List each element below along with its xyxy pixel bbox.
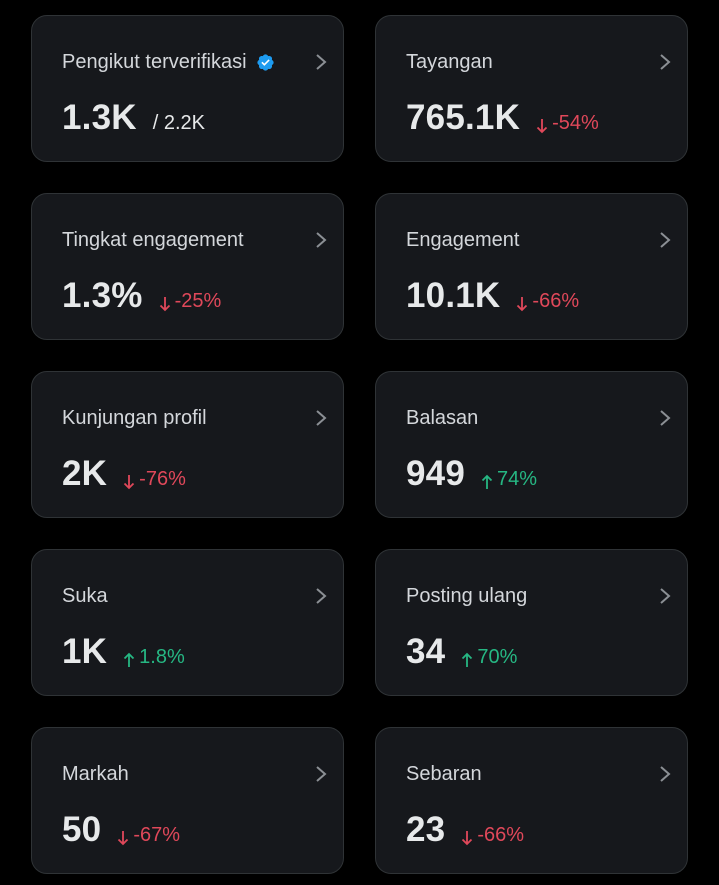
metric-label: Pengikut terverifikasi: [62, 51, 247, 73]
metric-total: / 2.2K: [152, 112, 205, 134]
metric-value: 50: [62, 810, 102, 849]
chevron-right-icon[interactable]: [657, 764, 673, 784]
arrow-up-icon: [124, 652, 135, 667]
metrics-grid: Pengikut terverifikasi 1.3K / 2.2K Tayan…: [31, 15, 688, 874]
chevron-right-icon[interactable]: [657, 230, 673, 250]
chevron-right-icon[interactable]: [313, 230, 329, 250]
metric-value: 23: [406, 810, 446, 849]
metric-change-value: -66%: [477, 824, 525, 846]
metric-card-engagement-rate[interactable]: Tingkat engagement 1.3% -25%: [31, 193, 344, 340]
metric-value-row: 1.3K / 2.2K: [62, 98, 205, 138]
metric-value: 765.1K: [406, 98, 521, 137]
metric-label: Posting ulang: [406, 585, 528, 607]
chevron-right-icon[interactable]: [657, 52, 673, 72]
metric-value-row: 10.1K -66%: [406, 276, 579, 316]
metric-change: -67%: [117, 824, 180, 847]
metric-label-row: Balasan: [406, 406, 478, 430]
metric-value: 1.3K: [62, 98, 137, 137]
metric-change: -66%: [516, 290, 579, 313]
arrow-down-icon: [536, 118, 548, 133]
metric-value-row: 765.1K -54%: [406, 98, 599, 138]
arrow-up-icon: [481, 474, 493, 489]
metric-label-row: Sebaran: [406, 762, 482, 786]
metric-label-row: Pengikut terverifikasi: [62, 50, 275, 74]
arrow-down-icon: [462, 830, 473, 845]
metric-label-row: Markah: [62, 762, 129, 786]
metric-label: Markah: [62, 763, 129, 785]
metric-change-value: -66%: [532, 290, 580, 312]
metric-label: Kunjungan profil: [62, 407, 207, 429]
arrow-down-icon: [159, 296, 170, 311]
metric-change-value: -76%: [139, 468, 186, 490]
chevron-right-icon[interactable]: [657, 408, 673, 428]
metric-label: Tayangan: [406, 51, 493, 73]
metric-value-row: 949 74%: [406, 454, 537, 494]
metric-label-row: Suka: [62, 584, 108, 608]
metric-change-value: -67%: [133, 824, 181, 846]
metric-label-row: Kunjungan profil: [62, 406, 207, 430]
metric-change-value: -54%: [552, 112, 599, 134]
metric-label: Balasan: [406, 407, 479, 429]
metric-card-replies[interactable]: Balasan 949 74%: [375, 371, 688, 518]
metric-value-row: 50 -67%: [62, 810, 180, 850]
chevron-right-icon[interactable]: [313, 764, 329, 784]
metric-change: 70%: [461, 646, 517, 669]
metric-value: 2K: [62, 454, 108, 493]
metric-change: -25%: [159, 290, 222, 313]
chevron-right-icon[interactable]: [313, 586, 329, 606]
metric-label: Sebaran: [406, 763, 482, 785]
metric-card-profile-visits[interactable]: Kunjungan profil 2K -76%: [31, 371, 344, 518]
metric-value: 1.3%: [62, 276, 143, 315]
metric-card-bookmarks[interactable]: Markah 50 -67%: [31, 727, 344, 874]
metric-value: 10.1K: [406, 276, 501, 315]
arrow-down-icon: [124, 474, 135, 489]
metric-card-engagement[interactable]: Engagement 10.1K -66%: [375, 193, 688, 340]
metric-label: Tingkat engagement: [62, 229, 244, 251]
verified-badge-icon: [256, 53, 274, 71]
metric-value-row: 1.3% -25%: [62, 276, 221, 316]
metric-change-value: 1.8%: [139, 646, 185, 668]
chevron-right-icon[interactable]: [657, 586, 673, 606]
metric-label-row: Engagement: [406, 228, 519, 252]
metric-card-likes[interactable]: Suka 1K 1.8%: [31, 549, 344, 696]
metric-change-value: 74%: [497, 468, 538, 490]
metric-value: 1K: [62, 632, 108, 671]
arrow-down-icon: [118, 830, 129, 845]
metric-card-reposts[interactable]: Posting ulang 34 70%: [375, 549, 688, 696]
metric-change: -66%: [461, 824, 524, 847]
metric-change-value: 70%: [477, 646, 518, 668]
metric-value-row: 34 70%: [406, 632, 517, 672]
metric-value-row: 23 -66%: [406, 810, 524, 850]
metric-change: -76%: [123, 468, 186, 491]
chevron-right-icon[interactable]: [313, 52, 329, 72]
metric-value: 34: [406, 632, 446, 671]
metric-change: -54%: [536, 112, 599, 135]
metric-label-row: Tingkat engagement: [62, 228, 244, 252]
metric-change: 74%: [481, 468, 537, 491]
arrow-up-icon: [462, 652, 473, 667]
metric-card-views[interactable]: Tayangan 765.1K -54%: [375, 15, 688, 162]
metric-card-shares[interactable]: Sebaran 23 -66%: [375, 727, 688, 874]
metric-change-value: -25%: [174, 290, 222, 312]
metric-value-row: 1K 1.8%: [62, 632, 185, 672]
metric-value: 949: [406, 454, 465, 493]
arrow-down-icon: [517, 296, 528, 311]
metric-value-row: 2K -76%: [62, 454, 186, 494]
metric-label-row: Posting ulang: [406, 584, 527, 608]
metric-label: Suka: [62, 585, 108, 607]
chevron-right-icon[interactable]: [313, 408, 329, 428]
metric-card-verified-followers[interactable]: Pengikut terverifikasi 1.3K / 2.2K: [31, 15, 344, 162]
metric-change: 1.8%: [123, 646, 185, 669]
metric-label: Engagement: [406, 229, 520, 251]
metric-label-row: Tayangan: [406, 50, 493, 74]
